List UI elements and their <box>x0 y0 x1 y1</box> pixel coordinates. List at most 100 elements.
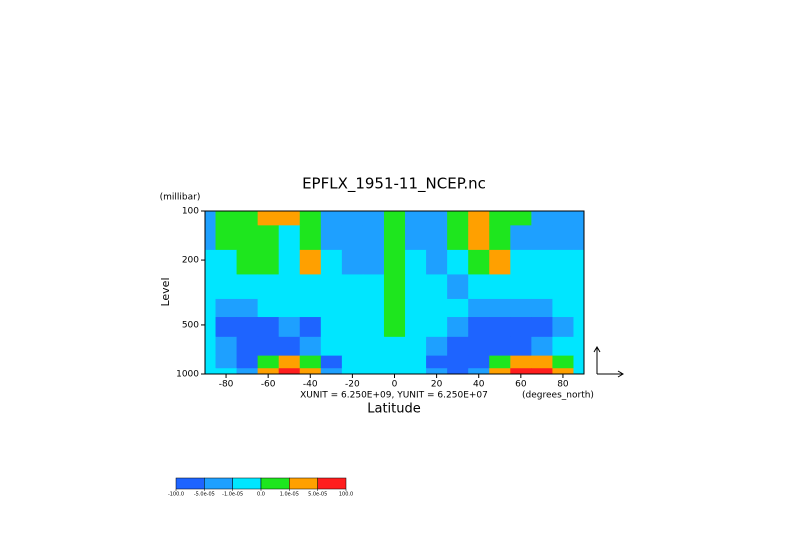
field-cell <box>468 274 490 300</box>
field-cell <box>489 225 511 251</box>
field-cell <box>236 298 259 318</box>
field-cell <box>447 298 469 318</box>
field-cell <box>205 298 217 318</box>
field-cell <box>510 317 532 338</box>
field-cell <box>341 368 364 375</box>
field-cell <box>236 336 259 357</box>
field-cell <box>489 368 511 375</box>
field-cell <box>510 368 532 375</box>
colorbar-label: -5.0e-05 <box>194 492 215 498</box>
field-cell <box>215 274 238 300</box>
field-cell <box>205 249 217 275</box>
colorbar-label: -100.0 <box>168 492 184 498</box>
field-cell <box>257 336 280 357</box>
field-cell <box>468 211 490 226</box>
field-cell <box>278 249 301 275</box>
field-cell <box>383 211 406 226</box>
field-cell <box>205 355 217 369</box>
field-cell <box>341 274 364 300</box>
field-cell <box>299 336 322 357</box>
field-cell <box>362 336 385 357</box>
field-cell <box>362 211 385 226</box>
field-cell <box>426 355 448 369</box>
x-tick-label: -20 <box>345 380 360 390</box>
field-cell <box>341 355 364 369</box>
field-cell <box>215 211 238 226</box>
field-cell <box>489 298 511 318</box>
field-cell <box>362 274 385 300</box>
field-cell <box>299 298 322 318</box>
colorbar-box <box>204 477 233 490</box>
y-unit: (millibar) <box>160 193 201 203</box>
field-cell <box>278 225 301 251</box>
field-cell <box>215 225 238 251</box>
field-cell <box>426 225 448 251</box>
field-cell <box>320 225 343 251</box>
field-cell <box>552 298 574 318</box>
field-cell <box>426 211 448 226</box>
field-cell <box>236 249 259 275</box>
field-cell <box>205 336 217 357</box>
field-cell <box>341 211 364 226</box>
field-cell <box>278 317 301 338</box>
field-cell <box>205 317 217 338</box>
colorbar-box <box>289 477 318 490</box>
field-cell <box>531 317 553 338</box>
field-cell <box>257 355 280 369</box>
field-cell <box>383 317 406 338</box>
field-cell <box>362 298 385 318</box>
x-tick-label: 80 <box>557 380 569 390</box>
field-cell <box>447 317 469 338</box>
field-cell <box>531 355 553 369</box>
field-cell <box>278 211 301 226</box>
field-cell <box>320 298 343 318</box>
field-cell <box>426 368 448 375</box>
reference-vector <box>593 346 624 378</box>
field-cell <box>447 274 469 300</box>
field-cell <box>573 249 585 275</box>
field-cell <box>531 336 553 357</box>
field-cell <box>573 298 585 318</box>
field-cell <box>531 274 553 300</box>
field-cell <box>341 225 364 251</box>
colorbar-label: 1.0e-05 <box>280 492 299 498</box>
colorbar-box <box>260 477 290 490</box>
field-cell <box>552 225 574 251</box>
x-tick-label: 60 <box>515 380 527 390</box>
field-cell <box>362 225 385 251</box>
field-cell <box>257 317 280 338</box>
field-cell <box>552 355 574 369</box>
field-cell <box>278 336 301 357</box>
y-tick-label: 500 <box>182 320 199 330</box>
colorbar-label: 5.0e-05 <box>308 492 327 498</box>
field-cell <box>257 249 280 275</box>
field-cell <box>299 225 322 251</box>
field-cell <box>299 211 322 226</box>
field-cell <box>405 336 427 357</box>
field-cell <box>205 225 217 251</box>
field-cell <box>236 355 259 369</box>
field-cell <box>383 225 406 251</box>
field-cell <box>405 368 427 375</box>
field-cell <box>489 336 511 357</box>
field-cell <box>215 317 238 338</box>
field-cell <box>383 368 406 375</box>
field-cell <box>447 249 469 275</box>
field-cell <box>552 336 574 357</box>
field-cell <box>531 225 553 251</box>
field-cell <box>573 336 585 357</box>
field-cell <box>573 368 585 375</box>
y-tick-label: 100 <box>182 207 199 217</box>
x-axis-label: Latitude <box>367 402 421 417</box>
field-cell <box>257 225 280 251</box>
field-cell <box>320 336 343 357</box>
field-cell <box>510 336 532 357</box>
colorbar-box <box>232 477 262 490</box>
field-cell <box>405 211 427 226</box>
colorbar-label: 100.0 <box>339 492 353 498</box>
field-cell <box>215 355 238 369</box>
field-cell <box>383 355 406 369</box>
field-cell <box>552 274 574 300</box>
field-cell <box>489 249 511 275</box>
field-cell <box>573 355 585 369</box>
